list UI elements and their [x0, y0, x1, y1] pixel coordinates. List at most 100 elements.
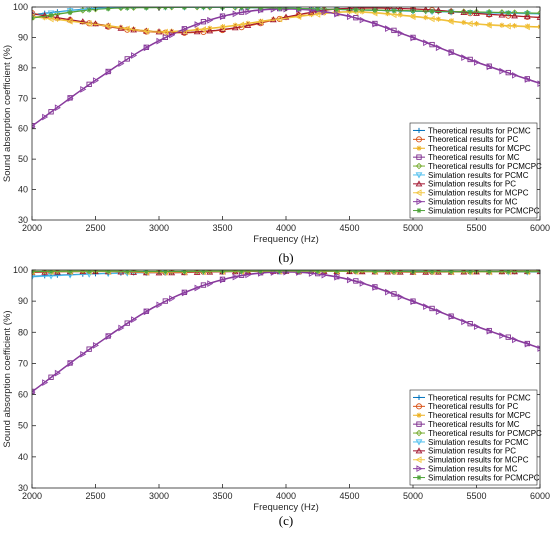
triangle-left-marker: [161, 28, 168, 36]
star-marker: [118, 24, 124, 30]
star-marker: [435, 16, 441, 22]
legend-item: Simulation results for MCPC: [413, 189, 529, 198]
triangle-right-marker: [92, 342, 100, 349]
triangle-up-marker: [498, 11, 506, 18]
legend-label: Theoretical results for PCMC: [428, 126, 531, 135]
legend-item: Simulation results for MCPC: [413, 456, 529, 465]
star-marker: [48, 270, 54, 275]
legend-item: Simulation results for PCMC: [413, 171, 529, 180]
triangle-left-marker: [485, 21, 492, 29]
triangle-right-marker: [169, 31, 176, 39]
star-marker: [448, 270, 454, 275]
legend-label: Theoretical results for PC: [428, 135, 518, 144]
triangle-right-marker: [181, 26, 188, 33]
legend-item: Theoretical results for MC: [413, 420, 520, 429]
square-marker: [48, 109, 54, 115]
star-marker: [315, 7, 321, 12]
y-tick-label: 100: [13, 265, 28, 275]
triangle-right-marker: [321, 8, 328, 16]
triangle-up-marker: [415, 180, 423, 187]
legend-item: Theoretical results for MC: [413, 153, 520, 162]
diamond-marker: [231, 7, 239, 11]
triangle-up-marker: [231, 24, 239, 31]
x-tick-label: 4000: [276, 491, 296, 501]
triangle-right-marker: [346, 276, 354, 284]
y-tick-label: 60: [18, 124, 28, 134]
star-marker: [391, 270, 397, 275]
star-marker: [461, 19, 467, 26]
triangle-right-marker: [245, 271, 252, 279]
triangle-up-marker: [244, 21, 252, 28]
triangle-right-marker: [42, 113, 49, 121]
triangle-right-marker: [359, 16, 366, 24]
triangle-right-marker: [232, 10, 239, 18]
triangle-right-marker: [131, 316, 138, 324]
star-marker: [238, 270, 245, 274]
x-tick-label: 3000: [149, 491, 169, 501]
legend-label: Simulation results for PC: [428, 447, 516, 456]
star-marker: [80, 19, 86, 25]
triangle-right-marker: [486, 63, 493, 71]
diamond-marker: [511, 9, 518, 16]
triangle-right-marker: [359, 280, 366, 287]
triangle-right-marker: [499, 332, 506, 339]
legend-item: Theoretical results for PC: [413, 135, 518, 144]
plus-marker: [416, 127, 422, 134]
star-marker: [296, 7, 302, 12]
legend-item: Simulation results for MC: [413, 464, 518, 473]
y-tick-label: 70: [18, 358, 28, 368]
star-marker: [416, 412, 422, 418]
y-tick-label: 90: [18, 32, 28, 42]
star-marker: [238, 7, 245, 11]
triangle-right-marker: [537, 345, 540, 352]
triangle-down-marker: [32, 274, 36, 281]
square-marker: [124, 320, 130, 326]
legend-label: Theoretical results for MC: [428, 153, 520, 162]
star-marker: [105, 22, 111, 29]
square-marker: [86, 81, 92, 88]
star-marker: [448, 9, 454, 15]
diamond-marker: [536, 9, 540, 17]
triangle-right-marker: [105, 68, 112, 76]
triangle-right-marker: [524, 76, 531, 83]
legend-item: Theoretical results for PCMC: [413, 126, 531, 135]
triangle-left-marker: [295, 13, 302, 21]
triangle-right-marker: [194, 21, 201, 28]
triangle-up-marker: [435, 7, 442, 13]
triangle-right-marker: [448, 313, 455, 321]
triangle-right-marker: [54, 369, 61, 377]
legend-label: Theoretical results for PC: [428, 402, 518, 411]
star-marker: [258, 270, 264, 274]
series-line: [32, 11, 540, 33]
triangle-up-marker: [32, 10, 36, 17]
triangle-right-marker: [524, 340, 531, 348]
star-marker: [524, 270, 530, 275]
x-tick-label: 5500: [466, 223, 486, 233]
triangle-right-marker: [334, 10, 341, 18]
triangle-right-marker: [143, 308, 150, 316]
triangle-right-marker: [245, 8, 252, 16]
circle-marker: [415, 403, 423, 410]
x-axis-label: Frequency (Hz): [253, 502, 318, 513]
legend-label: Theoretical results for PCMC: [428, 393, 531, 402]
triangle-right-marker: [385, 288, 392, 296]
triangle-up-marker: [511, 12, 518, 19]
legend-label: Theoretical results for MCPC: [428, 144, 531, 153]
star-marker: [143, 7, 149, 11]
star-marker: [372, 7, 378, 13]
star-marker: [416, 145, 422, 151]
x-tick-label: 3500: [212, 491, 232, 501]
star-marker: [334, 7, 340, 13]
triangle-right-marker: [385, 25, 392, 33]
y-tick-label: 60: [18, 390, 28, 400]
triangle-right-marker: [67, 360, 74, 367]
panel-label: (c): [279, 513, 293, 528]
star-marker: [429, 8, 435, 14]
star-marker: [296, 13, 302, 19]
triangle-right-marker: [118, 60, 125, 68]
triangle-right-marker: [42, 379, 49, 387]
y-tick-label: 50: [18, 421, 28, 431]
star-marker: [67, 270, 73, 274]
legend-label: Simulation results for PCMC: [428, 438, 529, 447]
